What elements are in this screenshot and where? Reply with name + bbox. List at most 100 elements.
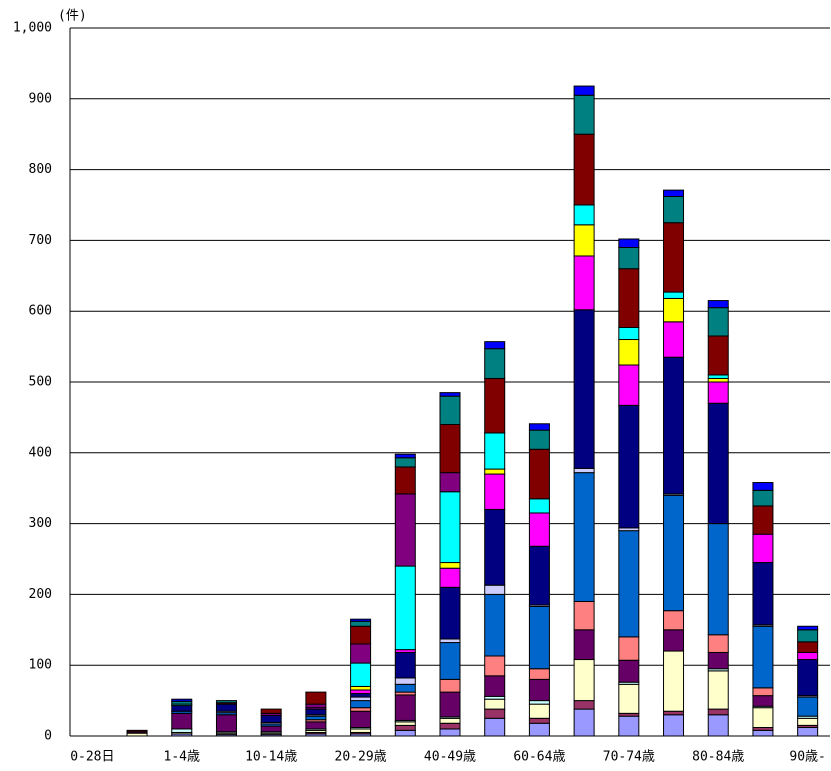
bar-segment bbox=[707, 335, 729, 376]
bar-segment bbox=[305, 721, 327, 730]
bar-segment bbox=[573, 467, 595, 474]
bar-segment bbox=[618, 683, 640, 714]
bar-segment bbox=[528, 605, 550, 670]
bar-segment bbox=[528, 545, 550, 606]
bar-segment bbox=[752, 687, 774, 697]
bar-segment bbox=[350, 685, 372, 691]
bar-segment bbox=[394, 466, 416, 495]
bar-segment bbox=[573, 94, 595, 135]
bar-segment bbox=[305, 708, 327, 716]
x-tick-label: 10-14歳 bbox=[245, 750, 297, 765]
y-tick-label: 100 bbox=[29, 658, 52, 673]
bar-segment bbox=[484, 675, 506, 697]
bar-segment bbox=[439, 722, 461, 730]
bar-segment bbox=[707, 377, 729, 383]
bar-segment bbox=[260, 708, 282, 714]
bar-segment bbox=[663, 291, 685, 299]
bar-segment bbox=[573, 309, 595, 469]
y-tick-label: 0 bbox=[44, 729, 52, 744]
bar-segment bbox=[484, 593, 506, 657]
bar-segment bbox=[439, 691, 461, 718]
bar-segment bbox=[350, 700, 372, 709]
bar-segment bbox=[484, 655, 506, 677]
y-tick-label: 600 bbox=[29, 304, 52, 319]
bar-segment bbox=[394, 457, 416, 468]
x-tick-label: 90歳- bbox=[789, 750, 825, 765]
bar-segment bbox=[573, 472, 595, 602]
bar-segment bbox=[528, 498, 550, 514]
bar-segment bbox=[260, 725, 282, 733]
bar-segment bbox=[752, 729, 774, 737]
bar-segment bbox=[484, 508, 506, 586]
bar-segment bbox=[752, 505, 774, 535]
bar-segment bbox=[394, 729, 416, 737]
bar-segment bbox=[528, 429, 550, 450]
bar-segment bbox=[618, 364, 640, 406]
bar-segment bbox=[528, 512, 550, 547]
y-tick-label: 700 bbox=[29, 233, 52, 248]
bar-segment bbox=[573, 708, 595, 737]
bar-segment bbox=[707, 714, 729, 737]
bar-segment bbox=[663, 297, 685, 323]
bar-segment bbox=[618, 339, 640, 366]
bar-segment bbox=[350, 643, 372, 664]
bar-segment bbox=[573, 85, 595, 96]
y-tick-label: 200 bbox=[29, 587, 52, 602]
bar-segment bbox=[663, 189, 685, 198]
bar-segment bbox=[484, 708, 506, 719]
bar-segment bbox=[663, 610, 685, 631]
bar-segment bbox=[797, 625, 819, 631]
bar-segment bbox=[663, 196, 685, 224]
y-tick-label: 500 bbox=[29, 375, 52, 390]
bar-segment bbox=[663, 714, 685, 737]
bar-segment bbox=[350, 689, 372, 695]
bar-segment bbox=[394, 694, 416, 721]
bar-segment bbox=[797, 629, 819, 643]
bar-segment bbox=[171, 728, 193, 733]
bar-segment bbox=[528, 423, 550, 431]
x-tick-label: 40-49歳 bbox=[424, 750, 476, 765]
bar-segment bbox=[439, 717, 461, 724]
bar-segment bbox=[394, 721, 416, 726]
bar-segment bbox=[707, 307, 729, 337]
bar-segment bbox=[171, 698, 193, 702]
bar-segment bbox=[439, 392, 461, 397]
bar-segment bbox=[797, 717, 819, 726]
x-tick-label: 80-84歳 bbox=[692, 750, 744, 765]
bar-segment bbox=[707, 300, 729, 309]
bar-segment bbox=[797, 659, 819, 697]
y-tick-label: 300 bbox=[29, 516, 52, 531]
bar-segment bbox=[707, 708, 729, 716]
bar-segment bbox=[797, 727, 819, 737]
bar-segment bbox=[439, 728, 461, 737]
x-tick-label: 1-4歳 bbox=[164, 750, 200, 765]
bar-segment bbox=[618, 238, 640, 248]
bar-segment bbox=[752, 707, 774, 729]
bar-segment bbox=[439, 567, 461, 588]
bar-segment bbox=[707, 670, 729, 710]
bar-segment bbox=[484, 348, 506, 379]
bar-segment bbox=[752, 695, 774, 707]
x-tick-label: 70-74歳 bbox=[603, 750, 655, 765]
bar-segment bbox=[618, 530, 640, 638]
bar-segment bbox=[171, 705, 193, 712]
bar-segment bbox=[394, 453, 416, 459]
bar-segment bbox=[752, 482, 774, 491]
bar-segment bbox=[350, 707, 372, 712]
bar-segment bbox=[573, 659, 595, 702]
y-unit: (件) bbox=[58, 9, 87, 24]
bar-segment bbox=[350, 618, 372, 622]
bar-segment bbox=[350, 662, 372, 687]
x-tick-label: 60-64歳 bbox=[513, 750, 565, 765]
bar-segment bbox=[439, 423, 461, 474]
bar-segment bbox=[663, 650, 685, 712]
bar-segment bbox=[484, 468, 506, 475]
bar-segment bbox=[573, 224, 595, 257]
bar-segment bbox=[439, 395, 461, 425]
bar-segment bbox=[484, 377, 506, 434]
bar-segment bbox=[350, 693, 372, 698]
bar-segment bbox=[618, 715, 640, 737]
x-tick-label: 0-28日 bbox=[70, 750, 114, 765]
bar-segment bbox=[484, 717, 506, 737]
